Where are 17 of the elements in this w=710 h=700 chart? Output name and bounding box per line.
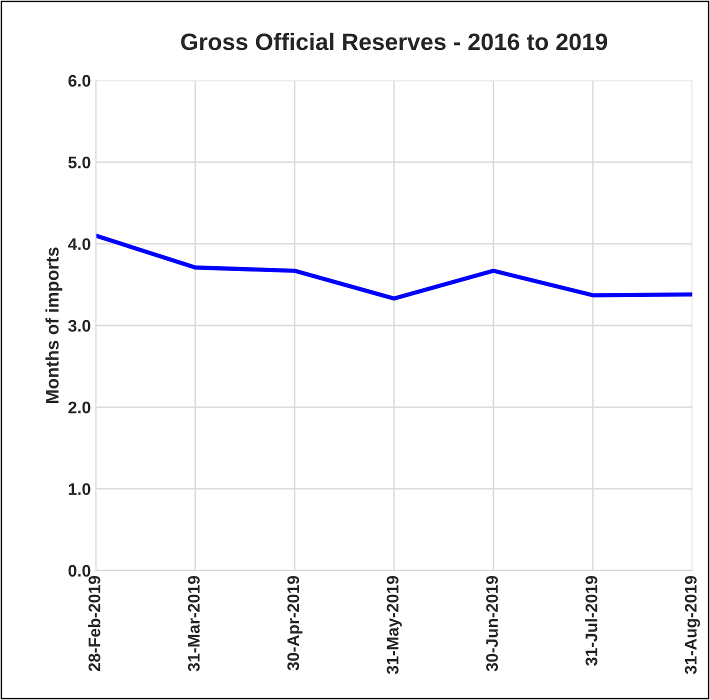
y-tick-label: 0.0 xyxy=(68,564,90,577)
x-tick-label: 30-Jun-2019 xyxy=(486,576,498,672)
y-tick-label: 1.0 xyxy=(68,483,90,496)
y-tick-label: 3.0 xyxy=(68,320,90,332)
x-tick-label: 31-Mar-2019 xyxy=(188,576,200,672)
y-axis-title: Months of imports xyxy=(45,248,62,404)
x-tick-label: 30-Apr-2019 xyxy=(287,576,302,670)
chart-title: Gross Official Reserves - 2016 to 2019 xyxy=(181,32,608,50)
x-tick-label: 28-Feb-2019 xyxy=(88,576,100,672)
y-tick-label: 4.0 xyxy=(68,238,90,250)
line-series xyxy=(96,234,692,301)
y-tick-label: 2.0 xyxy=(68,402,90,414)
y-tick-label: 5.0 xyxy=(68,156,90,168)
x-tick-label: 31-Jul-2019 xyxy=(585,576,598,666)
y-tick-label: 6.0 xyxy=(68,74,90,87)
x-tick-label: 31-Aug-2019 xyxy=(684,576,700,674)
x-tick-label: 31-May-2019 xyxy=(386,576,402,674)
